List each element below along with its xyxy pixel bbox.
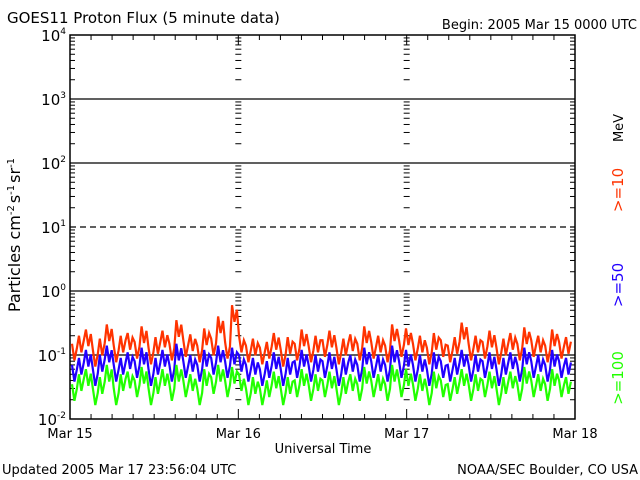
credit-label: NOAA/SEC Boulder, CO USA <box>457 463 638 478</box>
series-line-0 <box>70 305 572 367</box>
y-axis-label: Particles cm-2s-1sr-1 <box>5 158 24 312</box>
x-axis-label: Universal Time <box>275 442 372 457</box>
grid <box>70 35 575 419</box>
y-tick-labels: 104 103 102 101 100 10-1 10-2 <box>38 27 66 429</box>
x-tick-label: Mar 15 <box>47 427 92 442</box>
chart-title: GOES11 Proton Flux (5 minute data) <box>7 9 280 27</box>
series-layer <box>70 305 572 406</box>
y-tick-label: 10-2 <box>38 411 66 429</box>
legend-ge100: >=100 <box>609 351 627 405</box>
y-tick-label: 102 <box>41 155 66 173</box>
x-tick-label: Mar 18 <box>552 427 597 442</box>
legend-ge50: >=50 <box>609 263 627 307</box>
y-tick-label: 103 <box>41 91 66 109</box>
series-line-2 <box>70 364 572 406</box>
x-tick-label: Mar 16 <box>216 427 261 442</box>
legend-ge10: >=10 <box>609 168 627 212</box>
begin-label: Begin: 2005 Mar 15 0000 UTC <box>442 18 637 33</box>
plot-frame <box>69 34 576 420</box>
series-line-1 <box>70 343 572 387</box>
x-tick-label: Mar 17 <box>384 427 429 442</box>
y-tick-label: 10-1 <box>38 347 66 365</box>
y-tick-label: 104 <box>41 27 66 45</box>
y-tick-label: 101 <box>41 219 66 237</box>
unit-label-mev: MeV <box>612 114 627 142</box>
x-tick-labels: Mar 15 Mar 16 Mar 17 Mar 18 <box>47 427 597 442</box>
updated-timestamp: Updated 2005 Mar 17 23:56:04 UTC <box>2 463 236 478</box>
y-tick-label: 100 <box>41 283 66 301</box>
